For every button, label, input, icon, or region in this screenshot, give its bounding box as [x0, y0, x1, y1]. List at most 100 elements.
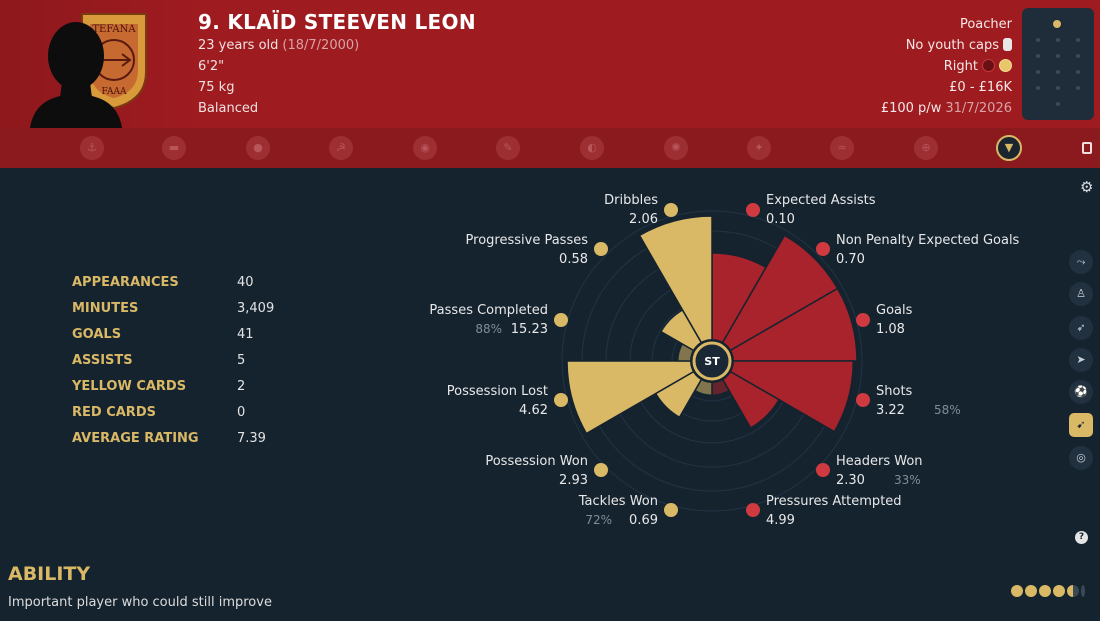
metric-value-headers-won: 2.30: [836, 473, 865, 488]
metric-dot-expected-assists: [746, 203, 760, 217]
club-icon: ▬: [168, 141, 180, 154]
pitch-dot: [1056, 38, 1060, 42]
stat-value-yellow-cards: 2: [237, 379, 246, 394]
stat-label-appearances: APPEARANCES: [72, 275, 179, 290]
side-button-slide[interactable]: ⤳: [1069, 250, 1093, 274]
stat-label-assists: ASSISTS: [72, 353, 133, 368]
target-icon: ⊕: [921, 141, 931, 154]
wolf-icon: ▼: [1004, 141, 1014, 154]
side-button-shoot[interactable]: ➹: [1069, 413, 1093, 437]
radar-wedge-goals: [709, 287, 858, 362]
tab-wave[interactable]: ≈: [830, 136, 854, 160]
player-contract-line: £100 p/w 31/7/2026: [881, 101, 1012, 116]
metric-value-tackles-won: 0.69: [629, 513, 658, 528]
metric-percent-tackles-won: 72%: [585, 513, 612, 527]
metric-dot-tackles-won: [664, 503, 678, 517]
side-button-dribble[interactable]: ⚽: [1069, 380, 1093, 404]
nation-flag-icon: [1003, 38, 1012, 51]
star-full-icon: [1053, 585, 1065, 597]
metric-dot-passes-completed: [554, 313, 568, 327]
metric-dot-headers-won: [816, 463, 830, 477]
metric-value-passes-completed: 15.23: [511, 322, 548, 337]
tab-ball[interactable]: ●: [246, 136, 270, 160]
stat-value-assists: 5: [237, 353, 246, 368]
metric-value-non-penalty-expected-goals: 0.70: [836, 252, 865, 267]
radar-wedge-dribbles: [638, 215, 713, 364]
side-button-goalkeeper[interactable]: ◎: [1069, 446, 1093, 470]
metric-dot-non-penalty-expected-goals: [816, 242, 830, 256]
radar-center-badge: [692, 341, 732, 381]
player-stand-icon: ♙: [1076, 287, 1086, 300]
metric-label-possession-lost: Possession Lost: [447, 384, 548, 399]
side-button-kick[interactable]: ➶: [1069, 316, 1093, 340]
player-weight: 75 kg: [198, 80, 235, 95]
wave-icon: ≈: [837, 141, 847, 154]
metric-label-progressive-passes: Progressive Passes: [466, 233, 589, 248]
tab-club[interactable]: ▬: [162, 136, 186, 160]
tab-anchor[interactable]: ⚓: [80, 136, 104, 160]
settings-gear-icon[interactable]: ⚙: [1080, 178, 1094, 196]
metric-percent-shots: 58%: [934, 403, 961, 417]
stat-label-red-cards: RED CARDS: [72, 405, 156, 420]
player-header: TEFANA FAAA 9. KLAÏD STEEVEN LEON 23 yea…: [0, 0, 1100, 128]
pitch-dot: [1076, 86, 1080, 90]
ability-text: Important player who could still improve: [8, 595, 272, 610]
tab-pen[interactable]: ✎: [496, 136, 520, 160]
ability-title: ABILITY: [8, 563, 91, 585]
tab-helmet[interactable]: ◐: [580, 136, 604, 160]
metric-dot-shots: [856, 393, 870, 407]
tab-star-badge[interactable]: ✺: [664, 136, 688, 160]
list-view-icon[interactable]: [1082, 142, 1092, 154]
player-silhouette-avatar: [30, 22, 122, 128]
pitch-dot: [1056, 86, 1060, 90]
tab-coin[interactable]: ◉: [413, 136, 437, 160]
metric-label-passes-completed: Passes Completed: [429, 303, 548, 318]
metric-label-dribbles: Dribbles: [604, 193, 658, 208]
radar-wedge-possession-lost: [566, 360, 715, 435]
metric-dot-possession-won: [594, 463, 608, 477]
metric-label-shots: Shots: [876, 384, 913, 399]
pitch-dot: [1056, 54, 1060, 58]
side-button-stand[interactable]: ♙: [1069, 282, 1093, 306]
player-value: £0 - £16K: [949, 80, 1012, 95]
ability-star-rating: [1011, 582, 1087, 597]
stat-label-goals: GOALS: [72, 327, 122, 342]
performance-radar-chart: ST Expected Assists 0.10 Non Penalty Expect…: [429, 193, 1020, 528]
side-button-run[interactable]: ➤: [1069, 348, 1093, 372]
pitch-dot: [1036, 70, 1040, 74]
metric-value-possession-won: 2.93: [559, 473, 588, 488]
metric-percent-passes-completed: 88%: [475, 322, 502, 336]
player-personality: Balanced: [198, 101, 259, 116]
metric-label-non-penalty-expected-goals: Non Penalty Expected Goals: [836, 233, 1020, 248]
anchor-icon: ⚓: [87, 141, 97, 154]
player-foot-line: Right: [944, 59, 1012, 74]
tab-wolf[interactable]: ▼: [996, 135, 1022, 161]
metric-value-dribbles: 2.06: [629, 212, 658, 227]
player-role[interactable]: Poacher: [959, 17, 1012, 32]
stat-value-red-cards: 0: [237, 405, 246, 420]
crest-bottom-text: FAAA: [102, 87, 127, 97]
metric-value-goals: 1.08: [876, 322, 905, 337]
position-marker: [1053, 20, 1061, 28]
player-goalkeeper-icon: ◎: [1076, 451, 1086, 464]
player-dob: (18/7/2000): [282, 38, 360, 53]
star-full-icon: [1025, 585, 1037, 597]
profile-tab-bar: ⚓ ▬ ● ☭ ◉ ✎ ◐ ✺ ✦ ≈ ⊕ ▼: [0, 128, 1100, 168]
metric-label-pressures-attempted: Pressures Attempted: [766, 494, 902, 509]
player-name: 9. KLAÏD STEEVEN LEON: [198, 10, 476, 34]
star-empty-icon: [1081, 585, 1085, 597]
metric-dot-pressures-attempted: [746, 503, 760, 517]
pitch-dot: [1036, 54, 1040, 58]
metric-dot-dribbles: [664, 203, 678, 217]
tab-hammer[interactable]: ☭: [329, 136, 353, 160]
help-icon[interactable]: ?: [1075, 531, 1088, 544]
helmet-icon: ◐: [587, 141, 597, 154]
radar-wedge-shots: [709, 360, 855, 433]
position-pitch-map[interactable]: [1022, 8, 1094, 120]
tab-bird[interactable]: ✦: [747, 136, 771, 160]
metric-value-pressures-attempted: 4.99: [766, 513, 795, 528]
hammer-icon: ☭: [336, 141, 346, 154]
player-height: 6'2": [198, 59, 225, 74]
tab-target[interactable]: ⊕: [914, 136, 938, 160]
pen-icon: ✎: [503, 141, 513, 154]
